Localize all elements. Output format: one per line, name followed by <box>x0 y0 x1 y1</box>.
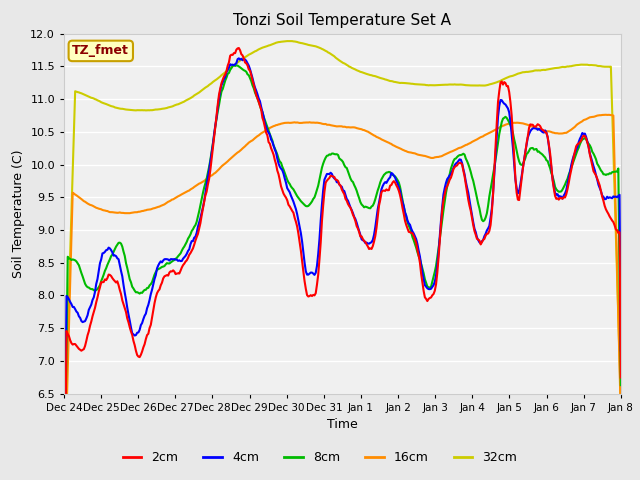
8cm <box>609 169 617 175</box>
4cm <box>465 190 472 195</box>
Line: 2cm: 2cm <box>64 48 621 480</box>
32cm <box>595 63 602 69</box>
2cm <box>375 203 383 209</box>
32cm <box>122 107 130 112</box>
X-axis label: Time: Time <box>327 418 358 431</box>
Line: 4cm: 4cm <box>64 59 621 480</box>
2cm <box>122 309 130 315</box>
8cm <box>465 161 472 167</box>
16cm <box>122 210 130 216</box>
8cm <box>122 260 130 266</box>
32cm <box>465 83 472 88</box>
16cm <box>593 113 601 119</box>
16cm <box>601 112 609 118</box>
16cm <box>153 204 161 210</box>
2cm <box>609 219 617 225</box>
16cm <box>374 134 381 140</box>
Legend: 2cm, 4cm, 8cm, 16cm, 32cm: 2cm, 4cm, 8cm, 16cm, 32cm <box>118 446 522 469</box>
16cm <box>609 113 617 119</box>
2cm <box>235 45 243 51</box>
4cm <box>595 182 602 188</box>
Text: TZ_fmet: TZ_fmet <box>72 44 129 58</box>
8cm <box>375 184 383 190</box>
2cm <box>617 374 625 380</box>
Line: 32cm: 32cm <box>64 41 621 454</box>
4cm <box>375 200 383 205</box>
32cm <box>287 38 295 44</box>
4cm <box>122 297 130 302</box>
8cm <box>595 163 602 168</box>
Line: 16cm: 16cm <box>64 115 621 480</box>
8cm <box>230 62 237 68</box>
4cm <box>235 56 243 61</box>
Line: 8cm: 8cm <box>64 65 621 480</box>
32cm <box>60 451 68 457</box>
16cm <box>617 414 625 420</box>
32cm <box>375 75 383 81</box>
32cm <box>617 398 625 404</box>
4cm <box>609 193 617 199</box>
4cm <box>153 265 161 271</box>
8cm <box>153 267 161 273</box>
Title: Tonzi Soil Temperature Set A: Tonzi Soil Temperature Set A <box>234 13 451 28</box>
8cm <box>617 382 625 388</box>
2cm <box>153 290 161 296</box>
4cm <box>617 348 625 353</box>
Y-axis label: Soil Temperature (C): Soil Temperature (C) <box>12 149 25 278</box>
2cm <box>595 179 602 185</box>
32cm <box>153 107 161 112</box>
32cm <box>609 147 617 153</box>
2cm <box>465 197 472 203</box>
16cm <box>463 142 471 147</box>
